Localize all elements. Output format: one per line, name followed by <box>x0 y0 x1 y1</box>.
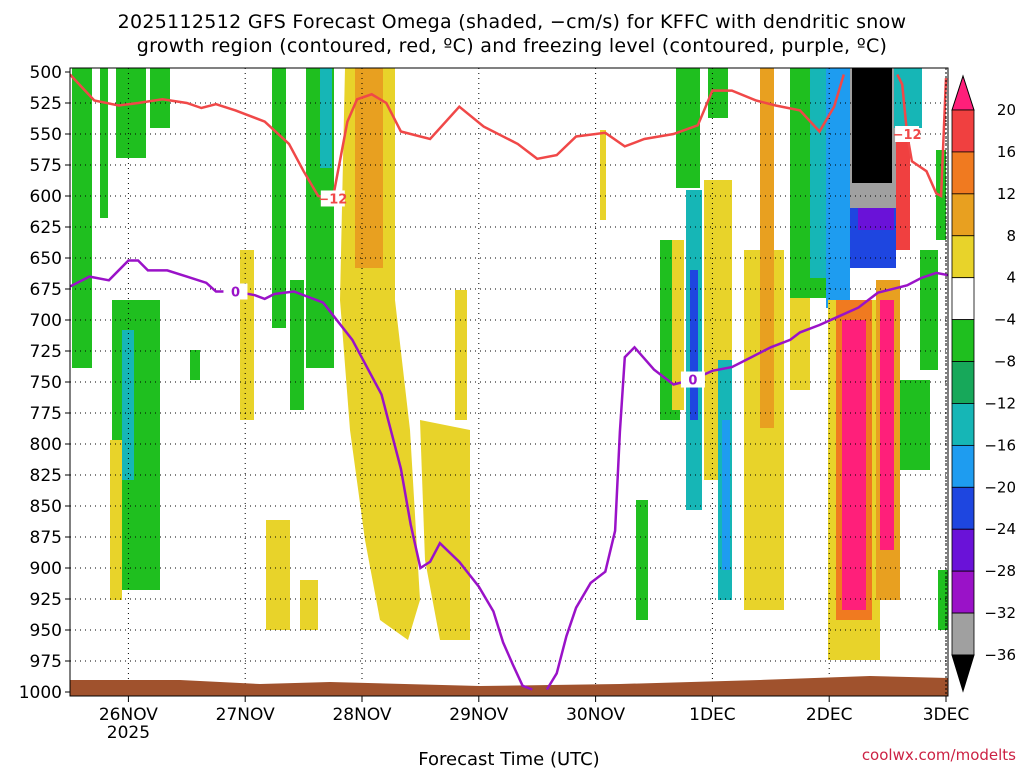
y-tick-label: 500 <box>30 63 62 83</box>
credit-text: coolwx.com/modelts <box>862 746 1016 764</box>
colorbar-swatch <box>951 612 975 656</box>
y-tick-label: 925 <box>30 590 62 610</box>
x-tick-label: 27NOV <box>216 705 275 725</box>
x-tick-label: 1DEC <box>689 705 736 725</box>
terrain-ground <box>70 676 948 696</box>
contour-label: −12 <box>893 128 922 143</box>
y-tick-label: 850 <box>30 497 62 517</box>
colorbar-swatch <box>951 570 975 614</box>
contour-line <box>70 259 533 691</box>
colorbar-swatch <box>951 444 975 488</box>
colorbar-label: −4 <box>994 311 1016 329</box>
colorbar-swatch <box>951 486 975 530</box>
contour-label: 0 <box>231 285 240 300</box>
x-tick-label: 3DEC <box>923 705 970 725</box>
y-tick-label: 825 <box>30 466 62 486</box>
y-tick-label: 600 <box>30 187 62 207</box>
colorbar-label: −8 <box>994 353 1016 371</box>
contour-line <box>545 271 948 691</box>
colorbar-label: −16 <box>984 436 1016 454</box>
contour-lines: −12 −12 0 0 <box>70 73 948 691</box>
colorbar-label: 8 <box>1006 227 1016 245</box>
colorbar-swatch <box>951 151 975 195</box>
colorbar-label: −28 <box>984 562 1016 580</box>
y-axis: 500 525 550 575 600 625 650 675 700 725 750 775 800 8… <box>19 63 70 703</box>
colorbar-label: −20 <box>984 478 1016 496</box>
contour-line <box>896 73 948 199</box>
x-tick-label: 28NOV <box>332 705 391 725</box>
colorbar-label: 4 <box>1006 269 1016 287</box>
colorbar-label: 12 <box>997 185 1016 203</box>
colorbar-label: −24 <box>984 520 1016 538</box>
omega-shading <box>72 68 948 660</box>
colorbar-swatch <box>951 109 975 153</box>
colorbar-label: −32 <box>984 604 1016 622</box>
colorbar-swatch <box>951 403 975 446</box>
colorbar-bottom-arrow <box>951 654 975 693</box>
colorbar-top-arrow <box>951 74 975 111</box>
y-tick-label: 1000 <box>19 683 62 703</box>
contour-label: 0 <box>688 374 697 389</box>
contour-label-bg <box>320 190 345 207</box>
y-tick-label: 550 <box>30 125 62 145</box>
x-tick-label: 30NOV <box>566 705 625 725</box>
y-tick-label: 750 <box>30 373 62 393</box>
y-tick-label: 875 <box>30 528 62 548</box>
colorbar: 20 16 12 8 4 −4 −8 −12 −16 −20 −24 −28 −32 −36 <box>951 74 1016 693</box>
colorbar-label: 16 <box>997 143 1016 161</box>
x-axis-label: Forecast Time (UTC) <box>418 749 599 768</box>
y-tick-label: 900 <box>30 559 62 579</box>
colorbar-label: 20 <box>997 101 1016 119</box>
y-tick-label: 725 <box>30 342 62 362</box>
colorbar-label: −36 <box>984 646 1016 664</box>
y-tick-label: 575 <box>30 156 62 176</box>
colorbar-label: −12 <box>984 394 1016 412</box>
y-tick-label: 675 <box>30 280 62 300</box>
colorbar-swatch <box>951 528 975 572</box>
y-tick-label: 800 <box>30 435 62 455</box>
y-tick-label: 775 <box>30 404 62 424</box>
contour-label-bg <box>223 283 248 300</box>
y-tick-label: 700 <box>30 311 62 331</box>
contour-line <box>70 73 845 200</box>
x-tick-label: 2DEC <box>806 705 853 725</box>
x-tick-label: 26NOV <box>99 705 158 725</box>
contour-label-bg <box>680 371 705 388</box>
colorbar-swatch <box>951 235 975 279</box>
colorbar-swatch <box>951 193 975 237</box>
x-tick-label: 29NOV <box>449 705 508 725</box>
y-tick-label: 650 <box>30 249 62 269</box>
colorbar-swatch <box>951 319 975 362</box>
y-tick-label: 625 <box>30 218 62 238</box>
contour-label: −12 <box>318 192 347 207</box>
colorbar-swatch <box>951 361 975 404</box>
chart-title-line2: growth region (contoured, red, ºC) and f… <box>137 35 888 57</box>
chart-title-line1: 2025112512 GFS Forecast Omega (shaded, −… <box>118 11 907 33</box>
grid-lines <box>70 68 947 696</box>
y-tick-label: 525 <box>30 94 62 114</box>
y-tick-label: 975 <box>30 652 62 672</box>
y-tick-label: 950 <box>30 621 62 641</box>
contour-label-bg <box>895 126 920 142</box>
colorbar-swatch <box>951 277 975 321</box>
x-year-label: 2025 <box>107 723 150 743</box>
